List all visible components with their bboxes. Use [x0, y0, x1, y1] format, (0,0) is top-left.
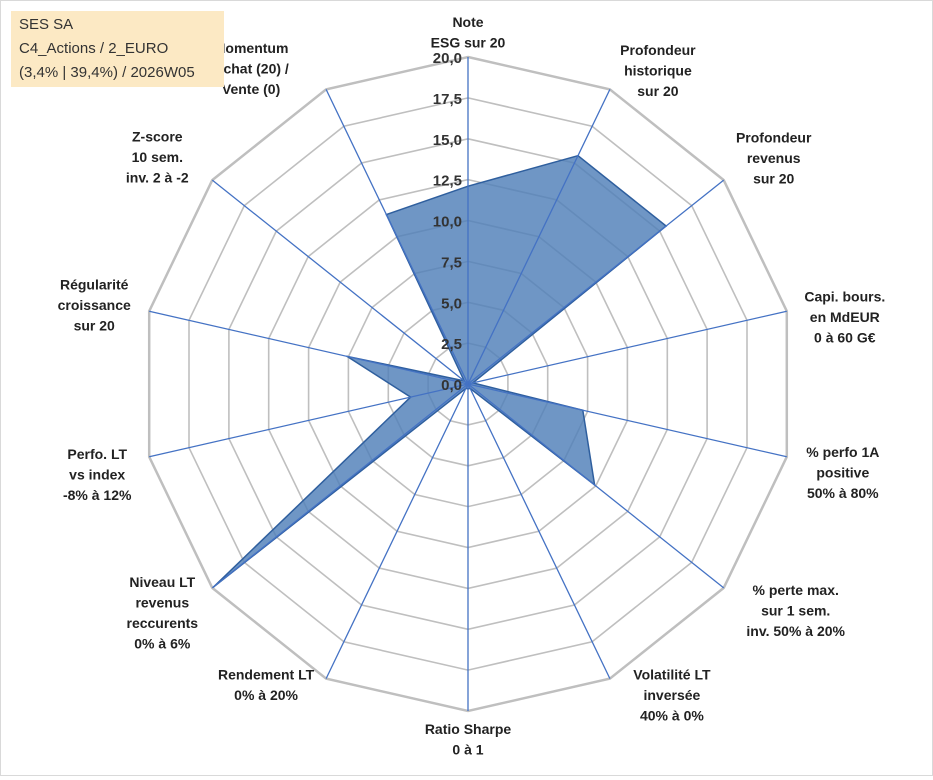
axis-label: Profondeur revenus sur 20	[736, 129, 812, 186]
radar-tick-labels: 0,0 2,5 5,0 7,5 10,0 12,5 15,0 17,5 20,0	[433, 50, 462, 394]
axis-label: Ratio Sharpe 0 à 1	[425, 721, 512, 758]
axis-spoke	[467, 310, 787, 385]
tick-label: 5,0	[441, 295, 462, 312]
tick-label: 17,5	[433, 91, 462, 108]
axis-spoke	[467, 383, 725, 589]
axis-spoke	[467, 179, 725, 385]
radar-axes	[149, 57, 787, 711]
company-name: SES SA	[19, 16, 74, 33]
axis-label: % perte max. sur 1 sem. inv. 50% à 20%	[746, 582, 845, 639]
info-line-2: C4_Actions / 2_EURO	[19, 40, 169, 57]
axis-label: Perfo. LT vs index -8% à 12%	[63, 446, 132, 503]
axis-spoke	[325, 383, 469, 679]
axis-spoke	[149, 310, 469, 385]
tick-label: 0,0	[441, 377, 462, 394]
axis-spoke	[467, 383, 611, 679]
axis-label: Niveau LT revenus reccurents 0% à 6%	[127, 574, 199, 652]
axis-label: Rendement LT 0% à 20%	[218, 667, 315, 704]
axis-spoke	[325, 89, 469, 385]
axis-spoke	[211, 179, 469, 385]
axis-label: Régularité croissance sur 20	[58, 277, 131, 334]
tick-label: 15,0	[433, 132, 462, 149]
tick-label: 20,0	[433, 50, 462, 67]
tick-label: 12,5	[433, 173, 462, 190]
info-line-3: (3,4% | 39,4%) / 2026W05	[19, 64, 195, 81]
axis-spoke	[467, 89, 611, 385]
tick-label: 7,5	[441, 254, 462, 271]
radar-axis-labels: Note ESG sur 20 Profondeur historique sur 20…	[58, 14, 886, 758]
axis-label: Note ESG sur 20	[431, 14, 506, 51]
axis-label: Profondeur historique sur 20	[620, 42, 696, 99]
axis-label: Z-score 10 sem. inv. 2 à -2	[126, 129, 189, 186]
axis-label: Momentum Achat (20) / Vente (0)	[213, 40, 289, 97]
axis-label: % perfo 1A positive 50% à 80%	[806, 444, 879, 501]
tick-label: 10,0	[433, 214, 462, 231]
axis-spoke	[149, 383, 469, 458]
info-box: SES SA C4_Actions / 2_EURO (3,4% | 39,4%…	[11, 11, 224, 87]
axis-spoke	[211, 383, 469, 589]
axis-spoke	[467, 383, 787, 458]
axis-label: Volatilité LT inversée 40% à 0%	[633, 667, 711, 724]
axis-label: Capi. bours. en MdEUR 0 à 60 G€	[804, 289, 885, 346]
tick-label: 2,5	[441, 336, 462, 353]
